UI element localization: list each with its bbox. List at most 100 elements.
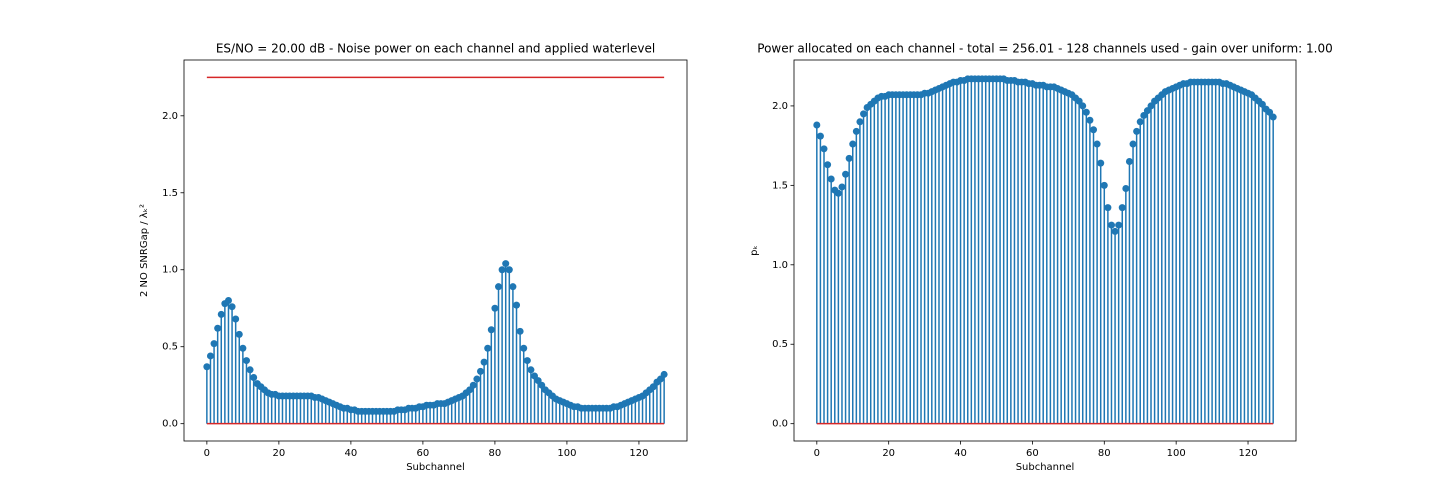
marker [852, 127, 860, 135]
x-tick-label: 40 [345, 448, 358, 459]
marker [235, 330, 243, 338]
axes-frame [793, 59, 1297, 442]
x-axis-label: Subchannel [406, 462, 465, 473]
marker [498, 266, 506, 274]
marker [856, 118, 864, 126]
marker [1266, 108, 1274, 116]
x-tick-label: 80 [489, 448, 502, 459]
y-tick-label: 0.0 [162, 419, 178, 430]
marker [516, 327, 524, 335]
marker [214, 324, 222, 332]
marker [491, 304, 499, 312]
axes-frame [183, 59, 688, 442]
marker [1086, 116, 1094, 124]
marker [1133, 127, 1141, 135]
marker [1079, 102, 1087, 110]
x-tick-label: 60 [417, 448, 430, 459]
marker [838, 183, 846, 191]
marker [242, 357, 250, 365]
marker [224, 297, 232, 305]
marker [523, 357, 531, 365]
marker [480, 358, 488, 366]
x-tick-label: 100 [1167, 448, 1186, 459]
marker [513, 301, 521, 309]
marker [660, 370, 668, 378]
marker [217, 310, 225, 318]
marker [239, 344, 247, 352]
marker [1093, 140, 1101, 148]
x-tick-label: 60 [1026, 448, 1039, 459]
marker [1140, 111, 1148, 119]
marker [849, 140, 857, 148]
y-tick-label: 0.5 [162, 342, 178, 353]
y-tick-label: 0.5 [772, 339, 788, 350]
chart-title: Power allocated on each channel - total … [757, 42, 1332, 56]
marker [1118, 204, 1126, 212]
marker [484, 344, 492, 352]
marker [1122, 185, 1130, 193]
x-tick-label: 40 [954, 448, 967, 459]
y-tick-label: 2.0 [162, 111, 178, 122]
marker [842, 170, 850, 178]
marker [509, 283, 517, 291]
marker [834, 189, 842, 197]
marker [210, 340, 218, 348]
y-tick-label: 0.0 [772, 419, 788, 430]
marker [1104, 204, 1112, 212]
x-tick-label: 20 [882, 448, 895, 459]
marker [1075, 97, 1083, 105]
y-tick-label: 1.5 [772, 180, 788, 191]
marker [1111, 227, 1119, 235]
marker [1082, 108, 1090, 116]
marker [845, 154, 853, 162]
x-tick-label: 0 [204, 448, 210, 459]
y-tick-label: 1.0 [772, 260, 788, 271]
chart-title: ES/NO = 20.00 dB - Noise power on each c… [216, 42, 655, 56]
marker [250, 374, 258, 381]
marker [1258, 100, 1266, 108]
x-tick-label: 120 [629, 448, 648, 459]
axes: 0 20 40 60 80 100 120 0.0 0.5 1.0 1.5 2.0 Power allo… [749, 42, 1333, 474]
marker [520, 344, 528, 352]
marker [246, 366, 254, 374]
marker [1097, 159, 1105, 167]
marker [1143, 107, 1151, 115]
marker [1107, 221, 1115, 229]
marker [813, 121, 821, 129]
axes: 0 20 40 60 80 100 120 0.0 0.5 1.0 1.5 2.0 ES/NO = 20… [139, 42, 688, 473]
marker [495, 283, 503, 291]
marker [473, 375, 481, 383]
marker [827, 175, 835, 183]
marker [1147, 102, 1155, 110]
marker [1269, 113, 1277, 121]
x-tick-label: 120 [1238, 448, 1257, 459]
marker [1129, 140, 1137, 148]
marker [505, 266, 513, 274]
marker [477, 367, 485, 375]
y-tick-label: 2.0 [772, 101, 788, 112]
marker [232, 315, 240, 323]
marker [824, 161, 832, 169]
y-axis-label: 2 NO SNRGap / λₖ² [139, 204, 150, 297]
x-tick-label: 100 [557, 448, 576, 459]
marker [1090, 126, 1098, 134]
y-tick-label: 1.0 [162, 265, 178, 276]
marker [203, 363, 211, 371]
marker [816, 132, 824, 140]
marker [228, 303, 236, 311]
x-tick-label: 80 [1098, 448, 1111, 459]
y-tick-label: 1.5 [162, 188, 178, 199]
marker [206, 352, 214, 360]
x-tick-label: 0 [814, 448, 820, 459]
marker [1115, 221, 1123, 229]
marker [820, 145, 828, 153]
marker [487, 326, 495, 334]
x-tick-label: 20 [273, 448, 286, 459]
marker [860, 110, 868, 118]
marker [469, 381, 477, 389]
marker [1125, 158, 1133, 166]
marker [502, 260, 510, 268]
